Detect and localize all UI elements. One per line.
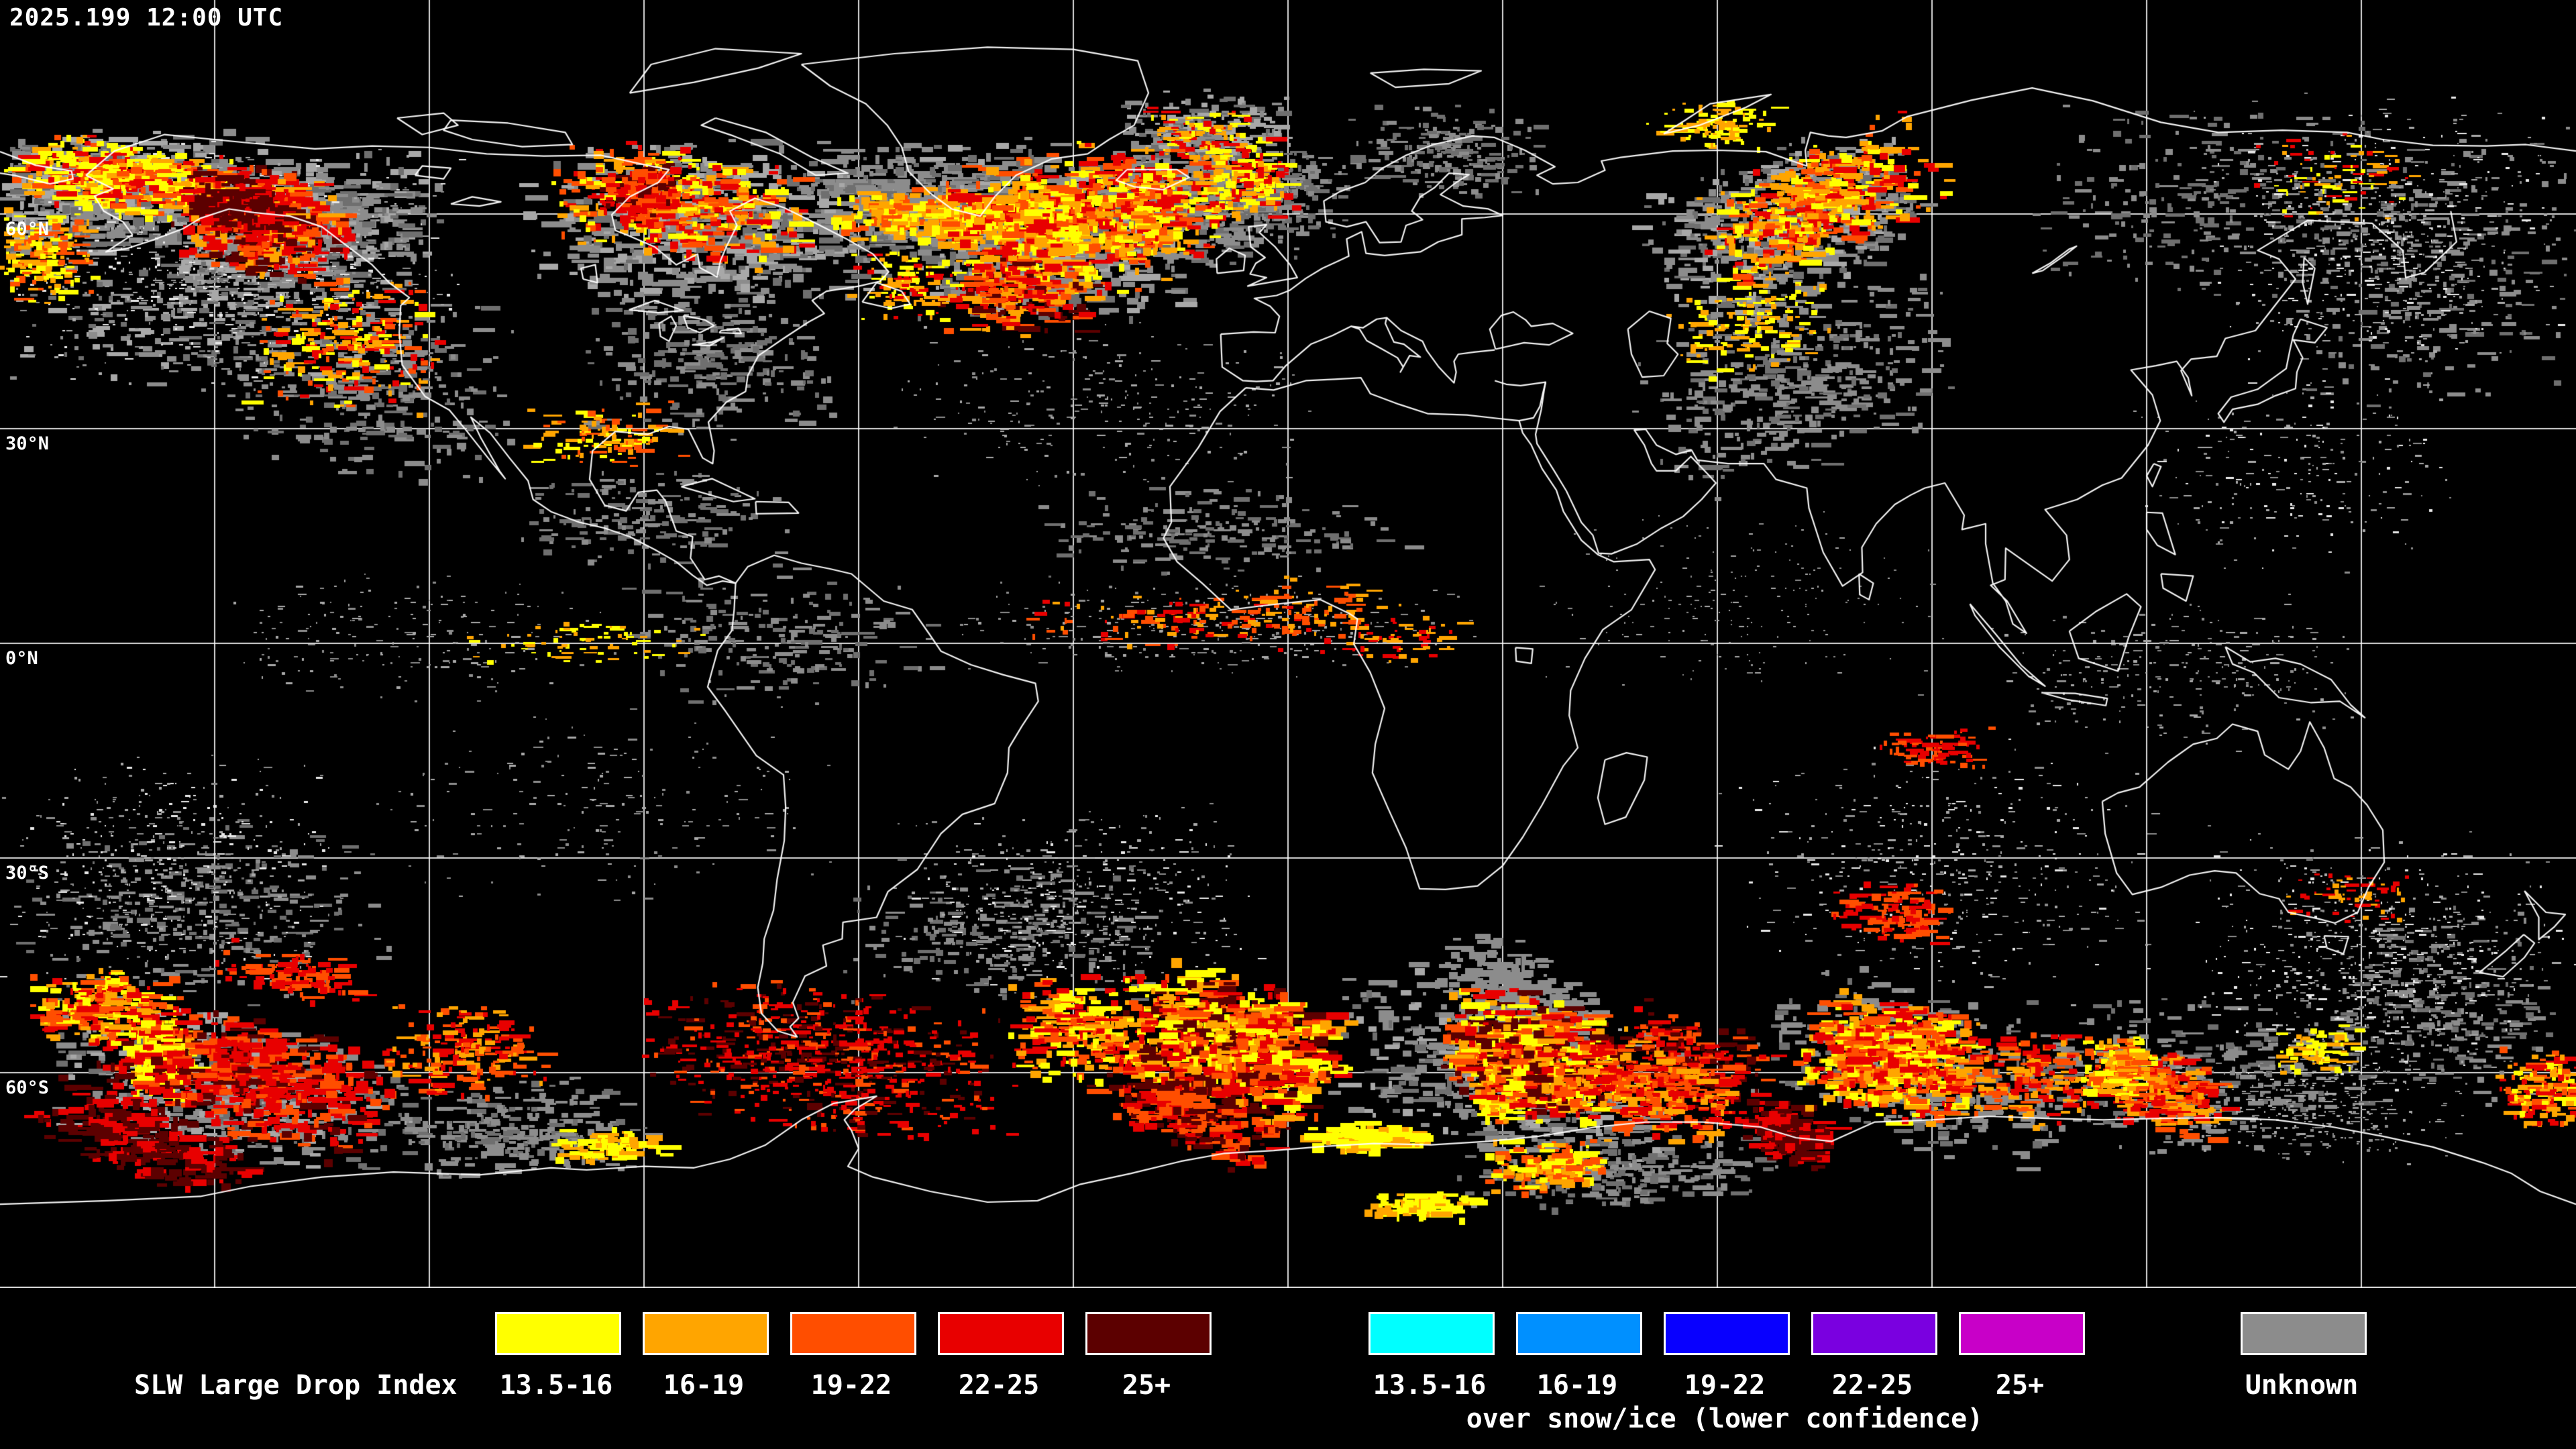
legend-swatch-19-22 bbox=[790, 1312, 916, 1355]
legend-swatch-22-25 bbox=[938, 1312, 1064, 1355]
legend-label-snow-25plus: 25+ bbox=[1995, 1370, 2045, 1401]
lat-label-0n: 0°N bbox=[5, 648, 38, 669]
lat-label-60n: 60°N bbox=[5, 219, 50, 239]
legend-swatch-snow-19-22 bbox=[1664, 1312, 1790, 1355]
lat-label-60s: 60°S bbox=[5, 1077, 50, 1098]
lat-label-30n: 30°N bbox=[5, 433, 50, 454]
legend-label-22-25: 22-25 bbox=[958, 1370, 1040, 1401]
legend-snow-caption: over snow/ice (lower confidence) bbox=[1466, 1403, 1984, 1434]
legend-swatch-13.5-16 bbox=[495, 1312, 621, 1355]
legend-label-unknown: Unknown bbox=[2245, 1370, 2359, 1401]
legend-swatch-snow-25plus bbox=[1959, 1312, 2085, 1355]
legend-label-snow-22-25: 22-25 bbox=[1831, 1370, 1913, 1401]
legend-label-snow-16-19: 16-19 bbox=[1536, 1370, 1618, 1401]
legend-label-snow-19-22: 19-22 bbox=[1684, 1370, 1766, 1401]
legend-swatch-25plus bbox=[1085, 1312, 1212, 1355]
legend-label-16-19: 16-19 bbox=[663, 1370, 745, 1401]
legend-title: SLW Large Drop Index bbox=[134, 1370, 458, 1401]
world-map-canvas bbox=[0, 0, 2576, 1288]
legend-label-19-22: 19-22 bbox=[810, 1370, 892, 1401]
legend-swatch-unknown bbox=[2241, 1312, 2367, 1355]
legend-swatch-16-19 bbox=[643, 1312, 769, 1355]
lat-label-30s: 30°S bbox=[5, 863, 50, 883]
legend-swatch-snow-13.5-16 bbox=[1368, 1312, 1495, 1355]
legend: SLW Large Drop Index 13.5-16 16-19 19-22… bbox=[0, 1288, 2576, 1449]
legend-swatch-snow-16-19 bbox=[1516, 1312, 1642, 1355]
legend-label-13.5-16: 13.5-16 bbox=[499, 1370, 613, 1401]
timestamp-label: 2025.199 12:00 UTC bbox=[9, 4, 284, 32]
legend-label-snow-13.5-16: 13.5-16 bbox=[1373, 1370, 1487, 1401]
legend-label-25plus: 25+ bbox=[1122, 1370, 1171, 1401]
legend-swatch-snow-22-25 bbox=[1811, 1312, 1937, 1355]
